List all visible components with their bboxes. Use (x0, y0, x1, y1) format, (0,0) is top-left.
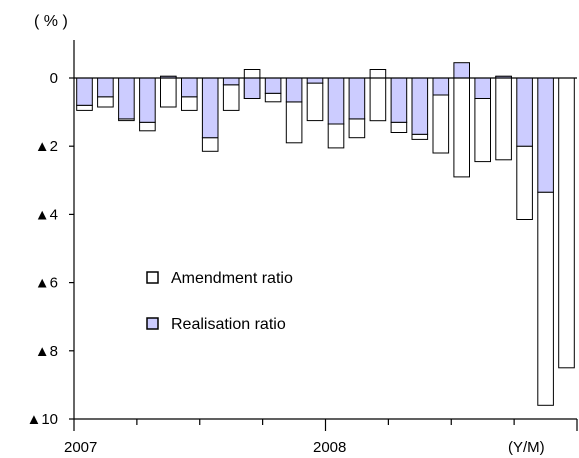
realisation-bar (474, 77, 491, 99)
amendment-bar (474, 98, 491, 163)
amendment-bar (327, 123, 345, 149)
amendment-bar (348, 118, 366, 139)
amendment-bar (390, 121, 408, 134)
amendment-bar (411, 133, 429, 140)
x-year-label-2008: 2008 (313, 439, 346, 456)
amendment-bar (139, 121, 156, 132)
axes (69, 40, 578, 431)
amendment-bar (76, 104, 93, 111)
amendment-bar (558, 77, 575, 369)
amendment-bar (285, 101, 303, 144)
realisation-bar (327, 77, 345, 125)
amendment-bar (201, 137, 219, 152)
realisation-bar (432, 77, 450, 96)
amendment-bar (222, 84, 240, 111)
amendment-bar (495, 75, 512, 161)
realisation-bar (181, 77, 198, 98)
y-tick-label: 0 (50, 70, 58, 87)
realisation-bar (243, 77, 261, 99)
realisation-bar (264, 77, 282, 94)
realisation-bar (139, 77, 156, 123)
x-year-label-2007: 2007 (64, 439, 97, 456)
realisation-bar (411, 77, 429, 135)
unit-label: ( % ) (34, 13, 68, 30)
amendment-bar (432, 94, 450, 154)
amendment-bar (181, 96, 198, 111)
amendment-bar (264, 92, 282, 103)
y-tick-label: ▲10 (26, 411, 58, 428)
legend-swatch-amendment (146, 271, 159, 284)
realisation-bar (285, 77, 303, 103)
legend: Amendment ratio Realisation ratio (146, 270, 293, 333)
realisation-bar (118, 77, 135, 120)
bars (76, 62, 575, 406)
realisation-bar (97, 77, 114, 98)
legend-swatch-realisation (146, 317, 159, 330)
realisation-bar (537, 77, 554, 193)
realisation-bar (306, 77, 324, 84)
realisation-bar (222, 77, 240, 86)
realisation-bar (453, 62, 470, 79)
amendment-bar (453, 77, 470, 178)
amendment-bar (160, 75, 177, 108)
amendment-bar (369, 69, 387, 122)
y-tick-label: ▲8 (35, 343, 58, 360)
amendment-bar (537, 191, 554, 406)
amendment-bar (306, 82, 324, 122)
y-tick-label: ▲2 (35, 138, 58, 155)
x-end-label: (Y/M) (508, 439, 545, 456)
y-tick-labels: 0 ▲2 ▲4 ▲6 ▲8 ▲10 (26, 70, 58, 428)
amendment-bar (516, 145, 533, 220)
y-tick-label: ▲6 (35, 275, 58, 292)
realisation-bar (201, 77, 219, 139)
y-tick-label: ▲4 (35, 206, 58, 223)
realisation-bar (348, 77, 366, 120)
realisation-bar (516, 77, 533, 147)
realisation-bar (76, 77, 93, 106)
legend-label-amendment: Amendment ratio (171, 270, 293, 287)
legend-label-realisation: Realisation ratio (171, 316, 286, 333)
amendment-bar (97, 96, 114, 108)
realisation-bar (390, 77, 408, 123)
